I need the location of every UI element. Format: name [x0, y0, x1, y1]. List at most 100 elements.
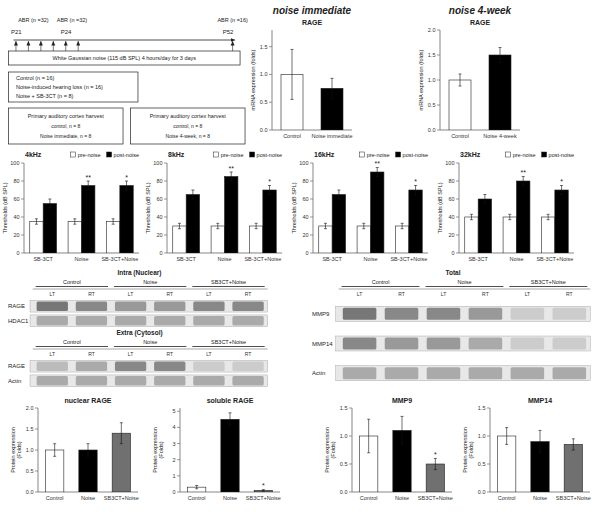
y-tick	[456, 199, 459, 200]
y-axis-label: Thresholds (dB SPL)	[291, 182, 297, 233]
significance-mark: **	[85, 174, 91, 181]
y-tick-label: 100	[445, 160, 454, 166]
y-tick-label: 0.0	[478, 489, 486, 495]
group-line	[509, 286, 587, 287]
legend-swatch	[360, 152, 365, 157]
y-tick-label: 1.5	[260, 44, 268, 50]
x-tick-label: SB-3CT	[468, 256, 488, 262]
bar-chart: MMP90.00.51.01.5Protein expression(Folds…	[324, 397, 453, 501]
error-bar	[112, 219, 115, 224]
blot-band	[469, 367, 503, 379]
legend-entry: post-noise	[403, 152, 428, 158]
lane-label: LT	[206, 291, 211, 297]
y-tick	[35, 450, 38, 451]
y-tick	[310, 217, 313, 218]
y-tick-label: 2.0	[428, 27, 436, 33]
blot-band	[469, 308, 503, 320]
y-axis-label: Protein expression(Folds)	[152, 427, 165, 473]
row-label: HDAC1	[8, 318, 29, 324]
y-tick-label: 1.5	[428, 52, 436, 58]
bar	[211, 226, 224, 253]
blot-band	[343, 308, 377, 320]
y-tick	[164, 217, 167, 218]
error-bar	[35, 219, 38, 224]
y-tick-label: 100	[10, 160, 19, 166]
lane-label: RT	[88, 351, 95, 357]
x-tick-label: Control	[360, 495, 378, 501]
y-tick-label: 40	[448, 214, 454, 220]
bar	[465, 217, 478, 253]
y-axis-label-line: Protein expression	[152, 427, 158, 473]
legend-entry: post-noise	[114, 152, 139, 158]
error-bar	[367, 419, 370, 453]
y-tick	[310, 235, 313, 236]
y-tick	[164, 181, 167, 182]
y-tick-label: 2.0	[26, 405, 34, 411]
chart-title: MMP14	[528, 397, 552, 404]
x-tick-label: SB-3CT	[176, 256, 196, 262]
y-tick	[456, 253, 459, 254]
x-tick-label: Noise immediate	[312, 133, 353, 139]
x-tick-label: Noise	[533, 495, 547, 501]
y-tick	[177, 492, 180, 493]
bar-chart: noise 4-weekRAGE0.00.51.01.52.0mRNA expr…	[418, 5, 520, 139]
bar	[186, 195, 199, 254]
y-tick-label: 100	[299, 160, 308, 166]
y-tick-label: 100	[153, 160, 162, 166]
group-header: Control	[63, 339, 81, 345]
y-tick	[35, 492, 38, 493]
y-axis-label: Thresholds (dB SPL)	[145, 182, 151, 233]
group-header: SB3CT+Noise	[211, 279, 246, 285]
y-tick-label: 5	[172, 408, 175, 414]
y-tick-label: 1.0	[428, 77, 436, 83]
diagram-text: P21	[11, 29, 22, 35]
abr-arrow	[65, 41, 66, 51]
y-axis-label: Protein expression(Folds)	[10, 427, 23, 473]
blot-band	[427, 367, 461, 379]
x-tick-label: Control	[46, 495, 64, 501]
significance-mark: *	[125, 174, 128, 181]
diagram-text: Noise 4-week, n = 8	[166, 133, 211, 139]
blot-band	[343, 367, 377, 379]
y-axis-label-line: (Folds)	[330, 441, 336, 458]
error-bar	[268, 186, 271, 195]
diagram-text: ABR (n =32)	[18, 17, 49, 23]
harvest-box	[131, 108, 246, 144]
lane-label: LT	[357, 291, 362, 297]
row-label: MMP9	[312, 311, 330, 317]
lane-label: LT	[128, 351, 133, 357]
bar-chart: 4kHz020406080100Thresholds (dB SPL)SB-3C…	[2, 151, 139, 262]
y-axis-label-line: Thresholds (dB SPL)	[291, 182, 297, 233]
y-tick-label: 0.5	[260, 99, 268, 105]
error-bar	[560, 186, 563, 195]
chart-title: 4kHz	[25, 151, 42, 158]
y-axis	[352, 408, 353, 492]
x-tick-label: Control	[283, 133, 301, 139]
y-tick-label: 60	[156, 196, 162, 202]
y-tick	[310, 253, 313, 254]
y-tick-label: 0.0	[340, 489, 348, 495]
y-axis-label-line: Protein expression	[10, 427, 16, 473]
significance-mark: *	[262, 482, 265, 489]
bar	[489, 55, 511, 130]
legend-swatch	[396, 152, 401, 157]
blot: Extra (Cytosol)ControlNoiseSB3CT+NoiseLT…	[8, 329, 268, 387]
group-header: Control	[63, 279, 81, 285]
x-tick-label: SB-3CT+Noise	[244, 256, 281, 262]
header-line	[33, 289, 268, 290]
bar	[478, 199, 491, 253]
y-tick	[487, 464, 490, 465]
diagram-text: Noise-induced hearing loss (n = 16)	[16, 84, 103, 90]
chart-title: 32kHz	[460, 151, 481, 158]
y-tick	[21, 181, 24, 182]
error-bar	[195, 486, 198, 489]
lane-label: RT	[245, 351, 252, 357]
legend-entry: pre-noise	[513, 152, 536, 158]
y-tick	[177, 475, 180, 476]
abr-arrow	[40, 41, 41, 51]
group-line	[36, 286, 108, 287]
blot-band	[76, 362, 107, 371]
blot-band	[427, 338, 461, 350]
y-axis-label: Thresholds (dB SPL)	[437, 182, 443, 233]
blot-band	[232, 316, 263, 325]
